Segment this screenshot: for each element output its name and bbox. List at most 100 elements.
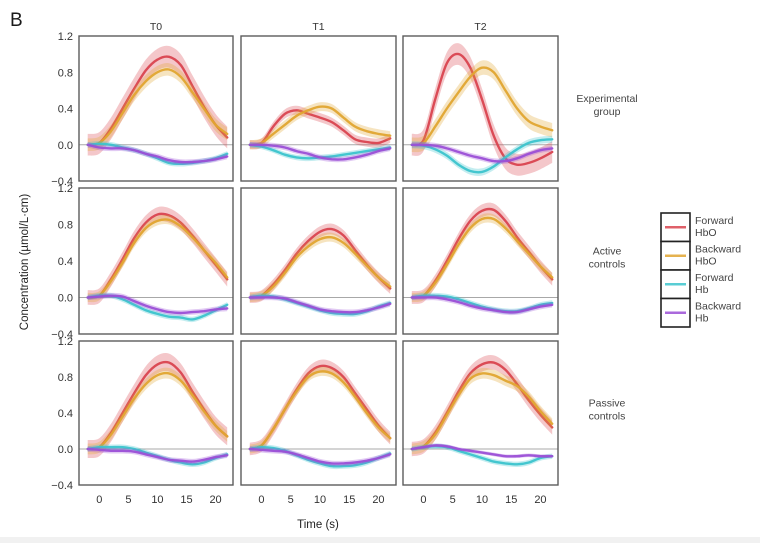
column-titles: T0 T1 T2: [150, 21, 487, 33]
series-line-backward-hbo: [248, 235, 392, 299]
legend-label: Backward: [695, 244, 741, 256]
panel-r0-c0: 1.2 0.8 0.4 0.0 −0.4: [51, 31, 234, 188]
series-line-backward-hbo: [248, 105, 392, 146]
y-tick-label: −0.4: [51, 329, 73, 341]
row-label-line: Active: [593, 246, 622, 258]
series-line-forward-hb: [248, 445, 392, 468]
series-line-forward-hbo: [248, 109, 392, 147]
series-line-backward-hb: [410, 143, 554, 163]
series-line-backward-hb: [86, 143, 229, 164]
ci-band-forward-hb: [411, 135, 553, 176]
x-tick-label: 0: [420, 494, 426, 506]
column-title-t2: T2: [474, 21, 486, 33]
panels: 1.20.80.40.0−0.41.20.80.40.0−0.41.20.80.…: [51, 31, 559, 506]
y-tick-label: 1.2: [58, 336, 73, 348]
panel-frame: [240, 187, 397, 335]
ci-band-backward-hbo: [249, 366, 391, 454]
series-line-backward-hb: [248, 296, 392, 314]
series-line-backward-hb: [248, 447, 392, 465]
y-tick-label: 0.0: [58, 140, 73, 152]
y-tick-label: 0.0: [58, 444, 73, 456]
panel-frame: [240, 35, 397, 182]
row-labels: ExperimentalgroupActivecontrolsPassiveco…: [576, 93, 637, 423]
legend-label: HbO: [695, 256, 717, 268]
x-tick-label: 15: [343, 494, 355, 506]
panel-r0-c2: [402, 35, 559, 182]
series-line-forward-hb: [410, 138, 554, 174]
panel-r0-c1: [240, 35, 397, 182]
series-line-backward-hb: [410, 296, 554, 314]
x-tick-label: 20: [209, 494, 221, 506]
column-title-t0: T0: [150, 21, 162, 33]
ci-band-forward-hbo: [87, 206, 228, 305]
bottom-strip: [0, 537, 760, 543]
ci-band-forward-hb: [249, 142, 391, 162]
y-tick-label: 0.4: [58, 256, 73, 268]
legend-label: Forward: [695, 215, 734, 227]
row-label-line: controls: [589, 411, 626, 423]
series-line-backward-hbo: [410, 372, 554, 451]
panel-frame: [402, 187, 559, 335]
y-tick-label: 0.8: [58, 372, 73, 384]
row-label-line: Experimental: [576, 93, 637, 105]
legend-label: Hb: [695, 284, 709, 296]
x-tick-label: 5: [125, 494, 131, 506]
row-label-line: group: [594, 106, 621, 118]
series-line-backward-hbo: [410, 66, 554, 147]
x-tick-label: 15: [180, 494, 192, 506]
ci-band-backward-hbo: [411, 60, 553, 153]
ci-band-backward-hb: [87, 292, 228, 316]
panel-frame: [402, 35, 559, 182]
x-tick-label: 10: [476, 494, 488, 506]
ci-band-backward-hb: [249, 294, 391, 315]
x-tick-label: 15: [505, 494, 517, 506]
legend-label: HbO: [695, 227, 717, 239]
ci-band-forward-hbo: [411, 355, 553, 457]
series-line-backward-hb: [86, 447, 229, 463]
series-line-forward-hbo: [410, 52, 554, 167]
series-line-backward-hbo: [86, 371, 229, 451]
y-tick-label: 1.2: [58, 183, 73, 195]
panel-r2-c0: 1.2 0.8 0.4 0.0 −0.4 0 5 10 15 20: [51, 336, 234, 506]
series-line-backward-hb: [410, 444, 554, 458]
panel-r2-c1: 0 5 10 15 20: [240, 340, 397, 506]
x-tick-label: 5: [288, 494, 294, 506]
y-tick-label: 0.4: [58, 408, 73, 420]
ci-band-backward-hbo: [249, 232, 391, 303]
ci-band-backward-hbo: [411, 367, 553, 455]
y-tick-label: 0.4: [58, 104, 73, 116]
x-tick-label: 20: [372, 494, 384, 506]
panel-frame: [78, 35, 234, 182]
panel-r1-c0: 1.2 0.8 0.4 0.0 −0.4: [51, 183, 234, 341]
series-line-backward-hb: [86, 294, 229, 315]
panel-r1-c2: [402, 187, 559, 335]
row-label-line: Passive: [589, 398, 626, 410]
y-axis-label: Concentration (µmol/L·cm): [19, 194, 31, 331]
panel-label: B: [10, 10, 23, 31]
ci-band-forward-hbo: [411, 43, 553, 176]
x-tick-label: 10: [151, 494, 163, 506]
column-title-t1: T1: [312, 21, 324, 33]
y-tick-label: 0.8: [58, 67, 73, 79]
series-line-backward-hb: [248, 143, 392, 161]
legend-label: Hb: [695, 313, 709, 325]
x-tick-label: 20: [534, 494, 546, 506]
y-tick-label: 1.2: [58, 31, 73, 43]
row-label-line: controls: [589, 259, 626, 271]
panel-frame: [240, 340, 397, 486]
panel-r2-c2: 0 5 10 15 20: [402, 340, 559, 506]
x-tick-label: 0: [96, 494, 102, 506]
panel-frame: [78, 187, 234, 335]
series-line-backward-hbo: [86, 218, 229, 299]
x-tick-label: 0: [258, 494, 264, 506]
panel-frame: [78, 340, 234, 486]
panel-r1-c1: [240, 187, 397, 335]
x-tick-label: 5: [450, 494, 456, 506]
x-tick-label: 10: [314, 494, 326, 506]
